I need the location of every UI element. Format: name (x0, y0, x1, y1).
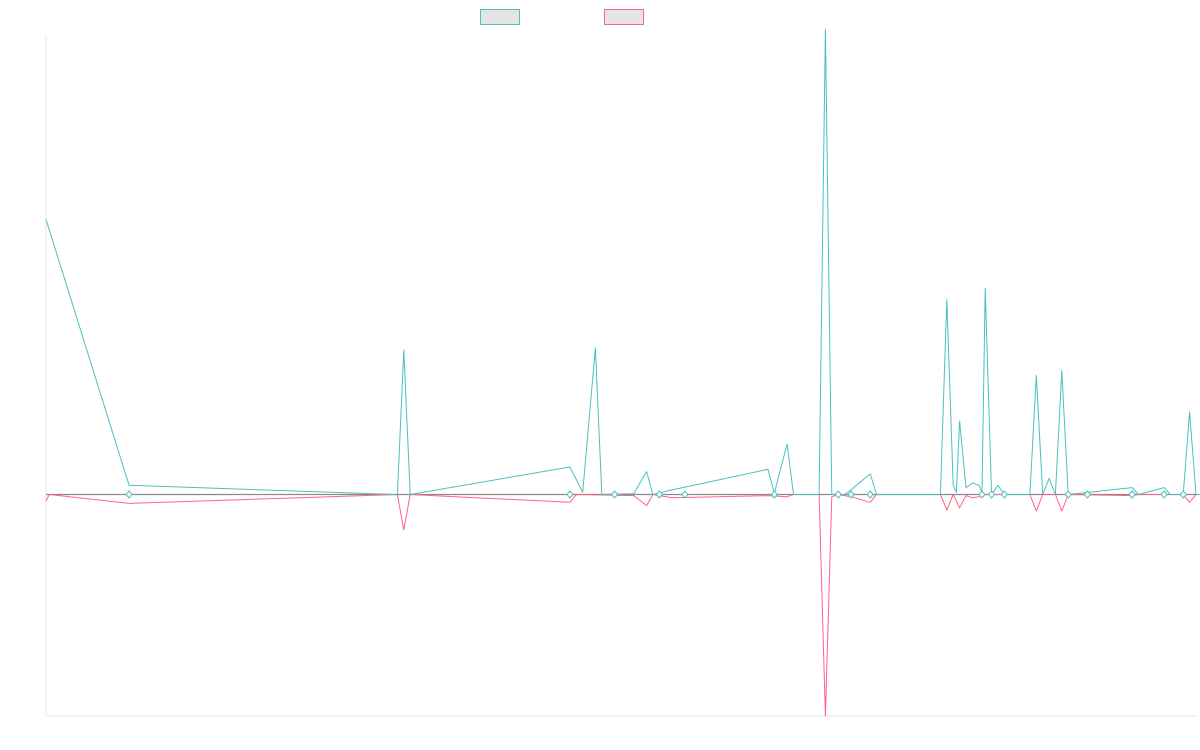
data-point-marker-7 (847, 490, 855, 499)
data-point-marker-2 (610, 490, 619, 499)
data-point-marker-0 (125, 490, 133, 499)
data-point-marker-9 (978, 490, 986, 499)
marker-layer (125, 490, 1187, 499)
series-layer (45, 28, 1200, 717)
data-point-marker-3 (655, 490, 663, 499)
data-point-marker-13 (1083, 490, 1092, 499)
data-point-marker-16 (1179, 490, 1187, 499)
legend-swatch-series-a[interactable] (480, 9, 520, 25)
data-point-marker-12 (1064, 490, 1072, 499)
data-point-marker-15 (1160, 490, 1168, 499)
data-point-marker-6 (834, 490, 842, 499)
chart-axes (45, 36, 1196, 717)
data-point-marker-10 (987, 490, 996, 499)
legend-swatch-series-b[interactable] (604, 9, 644, 25)
data-point-marker-5 (770, 490, 778, 499)
data-point-marker-4 (681, 490, 689, 499)
data-point-marker-14 (1128, 490, 1136, 499)
data-point-marker-11 (1000, 490, 1008, 499)
series-a-line (45, 28, 1200, 495)
data-point-marker-1 (566, 490, 574, 499)
series-b-line (45, 494, 1200, 717)
data-point-marker-8 (866, 490, 874, 499)
